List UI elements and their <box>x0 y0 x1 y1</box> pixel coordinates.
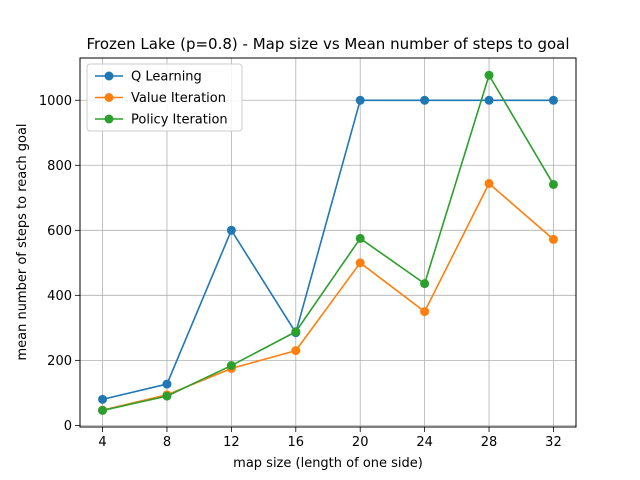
y-tick-label: 1000 <box>39 94 72 109</box>
y-tick-label: 200 <box>47 354 72 369</box>
legend-item-policy-iteration: Policy Iteration <box>95 113 228 128</box>
legend: Q Learning Value Iteration Policy Iteratio… <box>86 63 243 132</box>
series-lines <box>98 70 558 415</box>
x-tick-label: 24 <box>416 435 433 450</box>
data-point-value-iteration <box>484 178 494 188</box>
data-point-policy-iteration <box>162 391 172 401</box>
chart-title: Frozen Lake (p=0.8) - Map size vs Mean n… <box>86 35 569 53</box>
x-axis-label: map size (length of one side) <box>233 456 423 471</box>
data-point-q-learning <box>484 95 494 105</box>
y-tick-label: 400 <box>47 289 72 304</box>
legend-item-q-learning: Q Learning <box>95 70 202 85</box>
data-point-policy-iteration <box>355 233 365 243</box>
data-point-policy-iteration <box>226 361 236 371</box>
data-point-value-iteration <box>420 307 430 317</box>
data-point-q-learning <box>420 95 430 105</box>
data-point-value-iteration <box>291 346 301 356</box>
data-point-q-learning <box>355 95 365 105</box>
legend-label: Policy Iteration <box>131 113 228 128</box>
data-point-value-iteration <box>355 258 365 268</box>
y-tick-label: 600 <box>47 224 72 239</box>
x-tick-label: 8 <box>163 435 171 450</box>
legend-label: Value Iteration <box>131 91 226 106</box>
y-tick-label: 800 <box>47 159 72 174</box>
data-point-policy-iteration <box>484 70 494 80</box>
x-tick-label: 32 <box>545 435 562 450</box>
series-policy-iteration <box>98 70 558 415</box>
y-axis-label: mean number of steps to reach goal <box>15 123 30 360</box>
x-tick-label: 20 <box>352 435 369 450</box>
data-point-policy-iteration <box>548 179 558 189</box>
legend-swatch-marker <box>104 93 114 102</box>
data-point-q-learning <box>162 379 172 389</box>
legend-label: Q Learning <box>131 70 202 85</box>
data-point-policy-iteration <box>291 327 301 337</box>
data-point-q-learning <box>226 225 236 235</box>
legend-item-value-iteration: Value Iteration <box>95 91 226 106</box>
x-tick-label: 4 <box>98 435 106 450</box>
data-point-q-learning <box>548 95 558 105</box>
data-point-value-iteration <box>548 234 558 244</box>
axis-ticks: 4 8 12 16 20 24 28 32 0 200 400 600 800 1000 <box>39 94 562 450</box>
legend-swatch-marker <box>104 114 114 124</box>
x-tick-label: 28 <box>481 435 498 450</box>
series-line-q-learning <box>102 99 554 401</box>
data-point-policy-iteration <box>98 405 108 415</box>
data-point-policy-iteration <box>420 279 430 289</box>
y-tick-label: 0 <box>64 419 72 434</box>
plot-frame <box>79 57 577 428</box>
legend-box <box>86 63 243 132</box>
x-tick-label: 12 <box>223 435 240 450</box>
x-tick-label: 16 <box>288 435 305 450</box>
series-line-policy-iteration <box>102 74 555 412</box>
data-point-q-learning <box>98 394 108 404</box>
legend-swatch-marker <box>104 71 114 81</box>
